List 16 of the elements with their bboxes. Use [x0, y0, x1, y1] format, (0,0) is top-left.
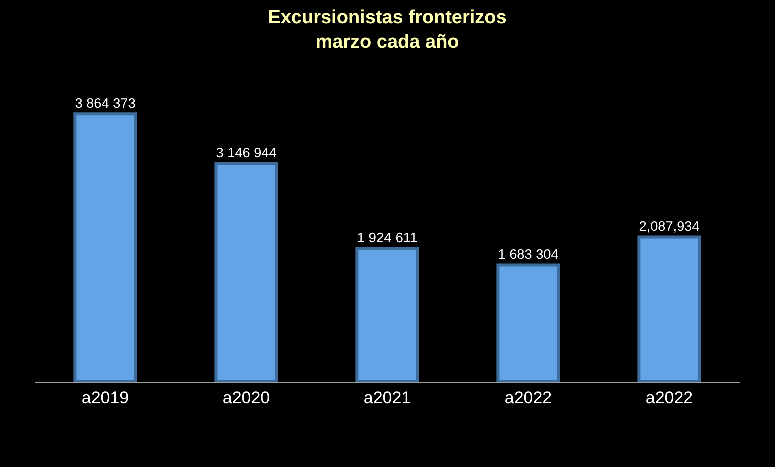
bar [496, 264, 560, 382]
x-tick-label: a2022 [504, 388, 552, 408]
x-tick-label: a2020 [222, 388, 270, 408]
data-label: 3 146 944 [216, 146, 278, 161]
x-tick-label: a2019 [82, 388, 130, 408]
chart-title: Excursionistas fronterizos marzo cada año [268, 7, 507, 54]
data-label: 2,087,934 [639, 219, 700, 234]
data-label: 1 683 304 [498, 247, 560, 262]
bar [214, 162, 278, 382]
bar [356, 247, 420, 382]
bar [74, 112, 138, 382]
data-label: 3 864 373 [75, 96, 136, 111]
data-label: 1 924 611 [357, 229, 418, 246]
bar [638, 236, 702, 382]
x-tick-label: a2021 [364, 388, 412, 408]
x-tick-label: a2022 [646, 388, 694, 408]
